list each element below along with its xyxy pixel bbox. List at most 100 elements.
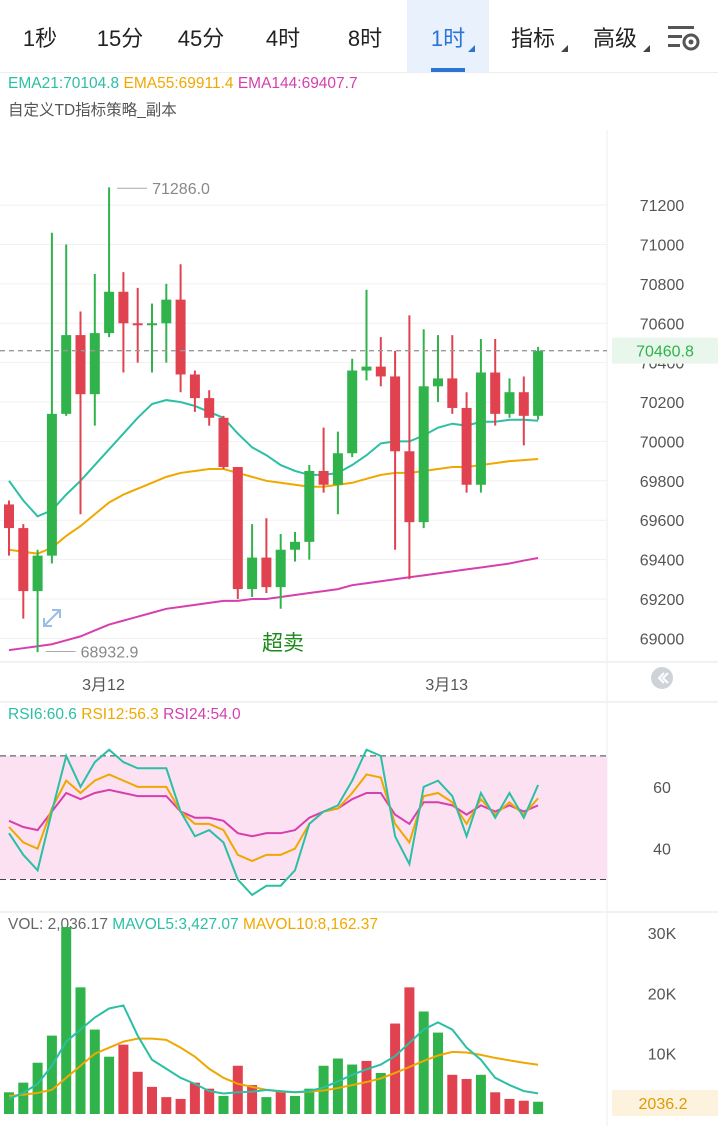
rsi-legend: RSI6:60.6 RSI12:56.3 RSI24:54.0 bbox=[8, 706, 241, 724]
volume-bar-up bbox=[347, 1064, 358, 1114]
ema21-value: EMA21:70104.8 bbox=[8, 75, 120, 92]
tab-8h[interactable]: 8时 bbox=[324, 0, 406, 72]
volume-bar-down bbox=[232, 1065, 243, 1114]
candle-down bbox=[232, 467, 243, 599]
candle-body bbox=[218, 417, 229, 468]
chart-settings-icon[interactable] bbox=[664, 22, 704, 56]
candle-body bbox=[361, 366, 372, 371]
tab-15m[interactable]: 15分 bbox=[80, 0, 160, 72]
ema55-value: EMA55:69911.4 bbox=[123, 75, 234, 92]
ema21-line bbox=[8, 399, 539, 518]
volume-bar-up bbox=[32, 1062, 43, 1114]
time-axis-label: 3月13 bbox=[425, 677, 468, 694]
candle-body bbox=[447, 378, 458, 408]
candle-up bbox=[46, 232, 57, 564]
candle-up bbox=[304, 465, 315, 560]
candle-down bbox=[18, 524, 29, 619]
candle-up bbox=[161, 283, 172, 363]
candle-up bbox=[504, 378, 515, 418]
candle-down bbox=[447, 335, 458, 414]
ema-legend: EMA21:70104.8 EMA55:69911.4 EMA144:69407… bbox=[8, 75, 358, 93]
oversold-annotation: 超卖 bbox=[262, 631, 304, 655]
candle-body bbox=[247, 557, 258, 590]
tab-label: 指标 bbox=[510, 26, 555, 51]
candle-body bbox=[46, 413, 57, 556]
candle-body bbox=[4, 504, 14, 529]
candle-body bbox=[104, 291, 115, 334]
volume-bar-down bbox=[404, 987, 415, 1114]
tab-1h[interactable]: 1时 bbox=[407, 0, 489, 72]
volume-bar-down bbox=[275, 1091, 286, 1114]
volume-tick-label: 20K bbox=[648, 986, 677, 1003]
volume-bar-down bbox=[161, 1097, 172, 1114]
indicator-name[interactable]: 自定义TD指标策略_副本 bbox=[8, 102, 177, 119]
candle-down bbox=[4, 500, 14, 556]
candle-body bbox=[189, 374, 200, 399]
volume-bar-down bbox=[118, 1044, 129, 1114]
volume-bar-down bbox=[504, 1098, 515, 1114]
candle-body bbox=[347, 370, 358, 454]
candle-body bbox=[147, 323, 157, 326]
volume-bar-down bbox=[518, 1100, 529, 1114]
candle-up bbox=[475, 339, 486, 493]
candle-body bbox=[375, 366, 386, 377]
expand-icon[interactable] bbox=[43, 609, 61, 627]
tab-advanced[interactable]: 高级 bbox=[576, 0, 654, 72]
candle-up bbox=[347, 358, 358, 458]
price-tick-label: 70600 bbox=[640, 316, 685, 333]
scroll-to-latest-button[interactable] bbox=[651, 667, 673, 689]
candle-up bbox=[433, 335, 443, 403]
volume-tick-label: 30K bbox=[648, 926, 677, 943]
volume-bar-down bbox=[490, 1092, 501, 1114]
candle-body bbox=[404, 451, 415, 523]
tab-4h[interactable]: 4时 bbox=[242, 0, 324, 72]
price-tick-label: 71200 bbox=[640, 198, 685, 215]
mavol10-line bbox=[8, 1037, 539, 1097]
candle-down bbox=[375, 337, 386, 387]
current-price-label: 70460.8 bbox=[636, 344, 694, 361]
candle-down bbox=[189, 370, 200, 412]
chevron-down-icon bbox=[561, 45, 568, 52]
candle-down bbox=[118, 272, 129, 373]
candle-up bbox=[89, 274, 100, 426]
price-tick-label: 69600 bbox=[640, 513, 685, 530]
candle-body bbox=[75, 335, 86, 395]
candle-body bbox=[18, 528, 29, 592]
candle-up bbox=[533, 346, 544, 420]
time-axis-label: 3月12 bbox=[82, 677, 125, 694]
volume-bar-up bbox=[4, 1092, 14, 1114]
volume-legend: VOL: 2,036.17 MAVOL5:3,427.07 MAVOL10:8,… bbox=[8, 916, 378, 934]
max-price-label: 71286.0 bbox=[152, 181, 210, 198]
tab-label: 1时 bbox=[430, 26, 466, 51]
volume-bar-up bbox=[304, 1088, 315, 1114]
candle-body bbox=[475, 372, 486, 485]
price-tick-label: 70000 bbox=[640, 434, 685, 451]
rsi-tick-label: 60 bbox=[653, 780, 671, 797]
current-price-tag bbox=[612, 337, 718, 364]
candle-down bbox=[318, 427, 329, 493]
tab-1s[interactable]: 1秒 bbox=[0, 0, 80, 72]
tab-45m[interactable]: 45分 bbox=[160, 0, 242, 72]
candle-down bbox=[132, 287, 143, 363]
candle-body bbox=[61, 335, 72, 414]
rsi24-line bbox=[8, 788, 539, 838]
candle-body bbox=[518, 392, 529, 416]
volume-bar-up bbox=[261, 1097, 272, 1114]
candle-down bbox=[175, 264, 186, 393]
ema144-value: EMA144:69407.7 bbox=[237, 75, 358, 92]
volume-bar-down bbox=[361, 1060, 372, 1114]
volume-bar-up bbox=[18, 1082, 29, 1114]
chevron-down-icon bbox=[468, 45, 475, 52]
candle-body bbox=[132, 323, 143, 326]
candle-up bbox=[104, 187, 115, 338]
timeframe-tabs: 1秒 15分 45分 4时 8时 1时 指标 高级 bbox=[0, 0, 718, 73]
candle-body bbox=[390, 376, 401, 452]
candle-body bbox=[433, 378, 443, 387]
candle-down bbox=[204, 390, 215, 426]
volume-bar-up bbox=[46, 1035, 57, 1114]
volume-bar-up bbox=[475, 1074, 486, 1114]
tab-indicators[interactable]: 指标 bbox=[494, 0, 572, 72]
volume-bar-down bbox=[175, 1098, 186, 1114]
candle-body bbox=[533, 350, 544, 416]
